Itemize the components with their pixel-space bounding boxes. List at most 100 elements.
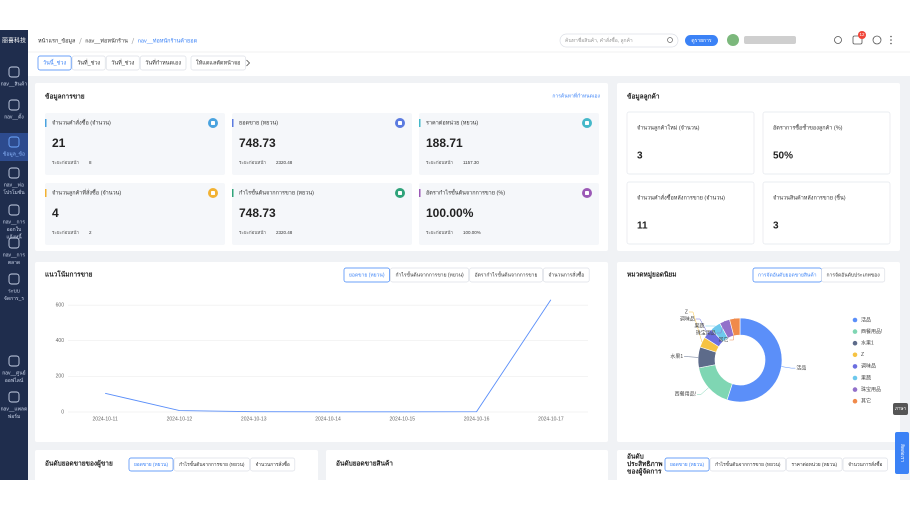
more-icon[interactable]	[890, 39, 892, 41]
stat-card	[45, 183, 225, 245]
nav-label[interactable]: nav__สินค้า	[1, 80, 27, 87]
tab[interactable]	[786, 457, 843, 472]
tab[interactable]	[128, 457, 174, 472]
date-tab[interactable]	[190, 55, 246, 71]
avatar[interactable]	[727, 34, 739, 46]
legend-label[interactable]: 果蔬	[861, 374, 871, 381]
header-button[interactable]	[685, 35, 718, 46]
tab[interactable]	[842, 457, 888, 472]
legend-label[interactable]: 调味品	[861, 363, 876, 370]
pie-slice[interactable]	[726, 317, 783, 403]
nav-label[interactable]: ระบบ	[8, 288, 20, 294]
slice-label: 其它	[718, 336, 728, 343]
breadcrumb[interactable]: nav__ท่อหนักร้าน	[85, 37, 128, 44]
tab-label[interactable]: จำนวนการสั่งซื้อ	[848, 460, 882, 468]
tab-label[interactable]: กำไรขั้นต้นจากการขาย (หยวน)	[715, 460, 781, 468]
tab-label[interactable]: อัตรากำไรขั้นต้นจากการขาย	[475, 269, 538, 278]
user-icon[interactable]	[834, 36, 842, 44]
tab[interactable]	[390, 267, 470, 283]
tab-label[interactable]: จำนวนการสั่งซื้อ	[548, 269, 584, 278]
language-label[interactable]: ภาษา	[895, 406, 906, 411]
legend-swatch[interactable]	[852, 352, 858, 358]
nav-icon[interactable]	[8, 355, 20, 367]
nav-icon[interactable]	[8, 66, 20, 78]
nav-label[interactable]: ตลาด	[8, 260, 20, 266]
legend-swatch[interactable]	[852, 398, 858, 404]
nav-label[interactable]: จัดการ_ร	[4, 296, 24, 302]
tab[interactable]	[709, 457, 786, 472]
bell-icon[interactable]	[852, 35, 863, 45]
contact-label[interactable]: ติดต่อเรา	[900, 444, 905, 463]
nav-label[interactable]: nav__แพลต	[1, 406, 27, 412]
nav-icon[interactable]	[8, 136, 20, 148]
date-tab-label[interactable]: วันที่กำหนดเอง	[145, 58, 181, 66]
nav-label[interactable]: nav__ท่อ	[4, 182, 24, 188]
date-tab[interactable]	[105, 55, 140, 71]
language-tag[interactable]	[893, 403, 908, 415]
tab-label[interactable]: กำไรขั้นต้นจากการขาย (หยวน)	[179, 460, 245, 468]
tab[interactable]	[250, 457, 296, 472]
nav-label[interactable]: ออกใบ	[7, 226, 22, 233]
contact-button[interactable]	[895, 432, 909, 474]
help-icon[interactable]	[872, 35, 882, 45]
date-tab-label[interactable]: วันนี้_ช่วง	[43, 58, 66, 66]
tab-label[interactable]: ยอดขาย (หยวน)	[134, 462, 168, 468]
legend-swatch[interactable]	[852, 329, 858, 334]
tab[interactable]	[543, 267, 590, 283]
tab-label[interactable]: ยอดขาย (หยวน)	[670, 462, 704, 468]
tab-label[interactable]: จำนวนการสั่งซื้อ	[255, 460, 289, 468]
nav-icon[interactable]	[8, 391, 20, 403]
nav-label[interactable]: ฟอร์ม	[8, 413, 21, 420]
date-tab-label[interactable]: ให้แดแลตัดหน้าจอ	[196, 59, 241, 66]
legend-swatch[interactable]	[852, 375, 858, 381]
legend-label[interactable]: 西餐用品!	[861, 328, 882, 335]
nav-icon[interactable]	[8, 273, 20, 285]
date-tab[interactable]	[139, 55, 187, 71]
tab[interactable]	[343, 267, 390, 283]
stat-label: ยอดขาย (หยวน)	[239, 120, 278, 126]
tab[interactable]	[821, 267, 886, 283]
nav-label[interactable]: nav__ศูนย์	[2, 369, 25, 376]
tab[interactable]	[664, 457, 710, 472]
nav-label[interactable]: nav__การ	[3, 219, 25, 225]
more-icon[interactable]	[890, 42, 892, 45]
legend-swatch[interactable]	[852, 387, 858, 392]
pie-slice[interactable]	[729, 317, 741, 337]
nav-label[interactable]: ออฟไลน์	[5, 377, 24, 384]
breadcrumb[interactable]: หน้าแรก_ข้อมูล	[38, 37, 75, 44]
legend-swatch[interactable]	[852, 317, 858, 323]
x-tick-label: 2024-10-15	[389, 416, 415, 422]
nav-icon[interactable]	[8, 99, 20, 111]
link[interactable]: การค้นหาที่กำหนดเอง	[552, 92, 600, 99]
nav-label[interactable]: แจ้งหนี้	[6, 231, 22, 240]
date-tab-label[interactable]: วันที่_ช่วง	[111, 58, 134, 66]
legend-label[interactable]: 其它	[861, 398, 871, 405]
search-placeholder[interactable]: ค้นหาชื่อสินค้า, คำสั่งซื้อ, ลูกค้า	[565, 35, 633, 44]
legend-label[interactable]: 活品	[861, 316, 871, 323]
more-icon[interactable]	[890, 35, 892, 38]
date-tab[interactable]	[71, 55, 106, 71]
legend-swatch[interactable]	[852, 340, 858, 346]
legend-swatch[interactable]	[852, 364, 858, 369]
tab-label[interactable]: การจัดอันดับยอดขายสินค้า	[758, 271, 817, 278]
nav-icon[interactable]	[8, 237, 20, 249]
legend-label[interactable]: Z	[861, 352, 864, 358]
legend-label[interactable]: 水果1	[861, 340, 874, 347]
tab-label[interactable]: กำไรขั้นต้นจากการขาย (หยวน)	[396, 269, 464, 278]
date-tab[interactable]	[37, 55, 72, 71]
nav-label[interactable]: ข้อมูล_ข้อ	[3, 150, 25, 157]
tab-label[interactable]: ยอดขาย (หยวน)	[349, 272, 385, 278]
nav-label[interactable]: nav__ตั้ง	[4, 111, 24, 120]
nav-label[interactable]: nav__การ	[3, 252, 25, 258]
date-tab-label[interactable]: วันที่_ช่วง	[77, 58, 100, 66]
search-box[interactable]	[559, 33, 679, 48]
legend-label[interactable]: 珠宝用品	[861, 386, 881, 393]
tab-label[interactable]: การจัดอันดับประเภทของ	[827, 272, 881, 278]
tab-label[interactable]: ราคาต่อหน่วย (หยวน)	[791, 462, 837, 468]
nav-icon[interactable]	[8, 167, 20, 179]
nav-icon[interactable]	[8, 204, 20, 216]
tab[interactable]	[173, 457, 250, 472]
tab[interactable]	[469, 267, 543, 283]
nav-label[interactable]: โปรโมชั่น	[3, 189, 25, 196]
header-button-label[interactable]: ดูรายการ	[691, 38, 712, 44]
